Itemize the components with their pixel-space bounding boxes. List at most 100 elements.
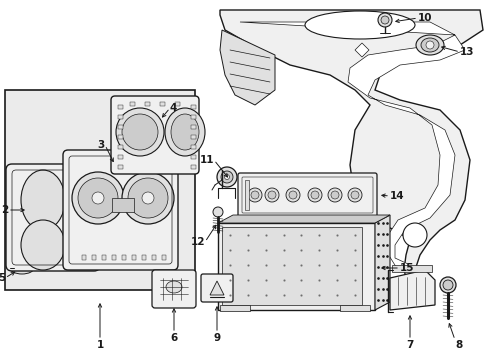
Bar <box>112 255 116 260</box>
Bar <box>92 255 96 260</box>
Ellipse shape <box>171 114 199 150</box>
Polygon shape <box>220 10 482 285</box>
Bar <box>5 90 195 290</box>
Text: 1: 1 <box>96 340 103 350</box>
Ellipse shape <box>425 41 433 49</box>
Text: 8: 8 <box>454 340 461 350</box>
Ellipse shape <box>122 172 174 224</box>
Ellipse shape <box>305 11 414 39</box>
Bar <box>118 155 123 159</box>
Text: 11: 11 <box>199 155 214 165</box>
Bar <box>132 255 136 260</box>
Text: 7: 7 <box>406 340 413 350</box>
Text: 6: 6 <box>170 333 177 343</box>
Polygon shape <box>374 215 389 310</box>
FancyBboxPatch shape <box>152 270 196 308</box>
Bar <box>391 265 431 272</box>
Ellipse shape <box>327 188 341 202</box>
Ellipse shape <box>116 108 163 156</box>
Bar <box>130 102 135 106</box>
Ellipse shape <box>72 172 124 224</box>
Ellipse shape <box>330 191 338 199</box>
FancyBboxPatch shape <box>6 164 100 271</box>
FancyBboxPatch shape <box>201 274 232 302</box>
Bar <box>191 105 196 109</box>
Ellipse shape <box>78 178 118 218</box>
Ellipse shape <box>285 188 299 202</box>
Ellipse shape <box>288 191 296 199</box>
Ellipse shape <box>247 188 262 202</box>
Bar <box>222 227 361 305</box>
Bar <box>191 145 196 149</box>
Bar <box>191 135 196 139</box>
Text: 10: 10 <box>417 13 431 23</box>
Polygon shape <box>354 43 368 57</box>
Ellipse shape <box>165 281 182 293</box>
Text: 3: 3 <box>98 140 105 150</box>
Bar <box>118 145 123 149</box>
Ellipse shape <box>380 16 388 24</box>
Ellipse shape <box>402 223 426 247</box>
Ellipse shape <box>10 262 34 274</box>
Text: 5: 5 <box>0 273 5 283</box>
Text: 9: 9 <box>213 333 220 343</box>
Bar <box>145 102 150 106</box>
Bar <box>118 135 123 139</box>
Ellipse shape <box>213 207 223 217</box>
Polygon shape <box>240 22 464 270</box>
Ellipse shape <box>164 108 204 156</box>
Bar <box>152 255 156 260</box>
Bar <box>191 155 196 159</box>
Ellipse shape <box>420 38 438 52</box>
Bar <box>118 165 123 169</box>
Ellipse shape <box>307 188 321 202</box>
Text: 15: 15 <box>399 263 414 273</box>
Ellipse shape <box>377 13 391 27</box>
Text: 12: 12 <box>190 237 204 247</box>
Ellipse shape <box>142 192 154 204</box>
Bar <box>175 102 180 106</box>
Text: 13: 13 <box>459 47 473 57</box>
Polygon shape <box>218 223 374 310</box>
Text: 2: 2 <box>1 205 8 215</box>
Bar <box>162 255 165 260</box>
FancyBboxPatch shape <box>111 96 199 174</box>
Bar <box>339 305 369 311</box>
Ellipse shape <box>347 188 361 202</box>
Bar <box>118 105 123 109</box>
Polygon shape <box>218 215 389 223</box>
Polygon shape <box>209 281 224 295</box>
Ellipse shape <box>350 191 358 199</box>
Bar <box>102 255 106 260</box>
Polygon shape <box>220 30 274 105</box>
Ellipse shape <box>310 191 318 199</box>
Ellipse shape <box>217 167 237 187</box>
Ellipse shape <box>221 171 232 183</box>
Bar <box>244 180 248 210</box>
Bar <box>220 305 249 311</box>
Bar <box>118 125 123 129</box>
Bar <box>191 165 196 169</box>
FancyBboxPatch shape <box>63 150 178 270</box>
Ellipse shape <box>128 178 168 218</box>
Polygon shape <box>389 270 434 310</box>
FancyBboxPatch shape <box>238 173 376 217</box>
Text: 4: 4 <box>170 103 177 113</box>
Bar <box>112 198 134 212</box>
Ellipse shape <box>21 220 65 270</box>
Ellipse shape <box>250 191 259 199</box>
Ellipse shape <box>122 114 158 150</box>
Ellipse shape <box>92 192 104 204</box>
Bar <box>118 115 123 119</box>
Ellipse shape <box>264 188 279 202</box>
Ellipse shape <box>442 280 452 290</box>
Bar <box>142 255 146 260</box>
Ellipse shape <box>21 170 65 230</box>
Bar <box>82 255 86 260</box>
Text: 14: 14 <box>389 191 404 201</box>
Ellipse shape <box>439 277 455 293</box>
Ellipse shape <box>267 191 275 199</box>
Ellipse shape <box>224 175 229 180</box>
Bar <box>122 255 126 260</box>
Bar <box>160 102 164 106</box>
